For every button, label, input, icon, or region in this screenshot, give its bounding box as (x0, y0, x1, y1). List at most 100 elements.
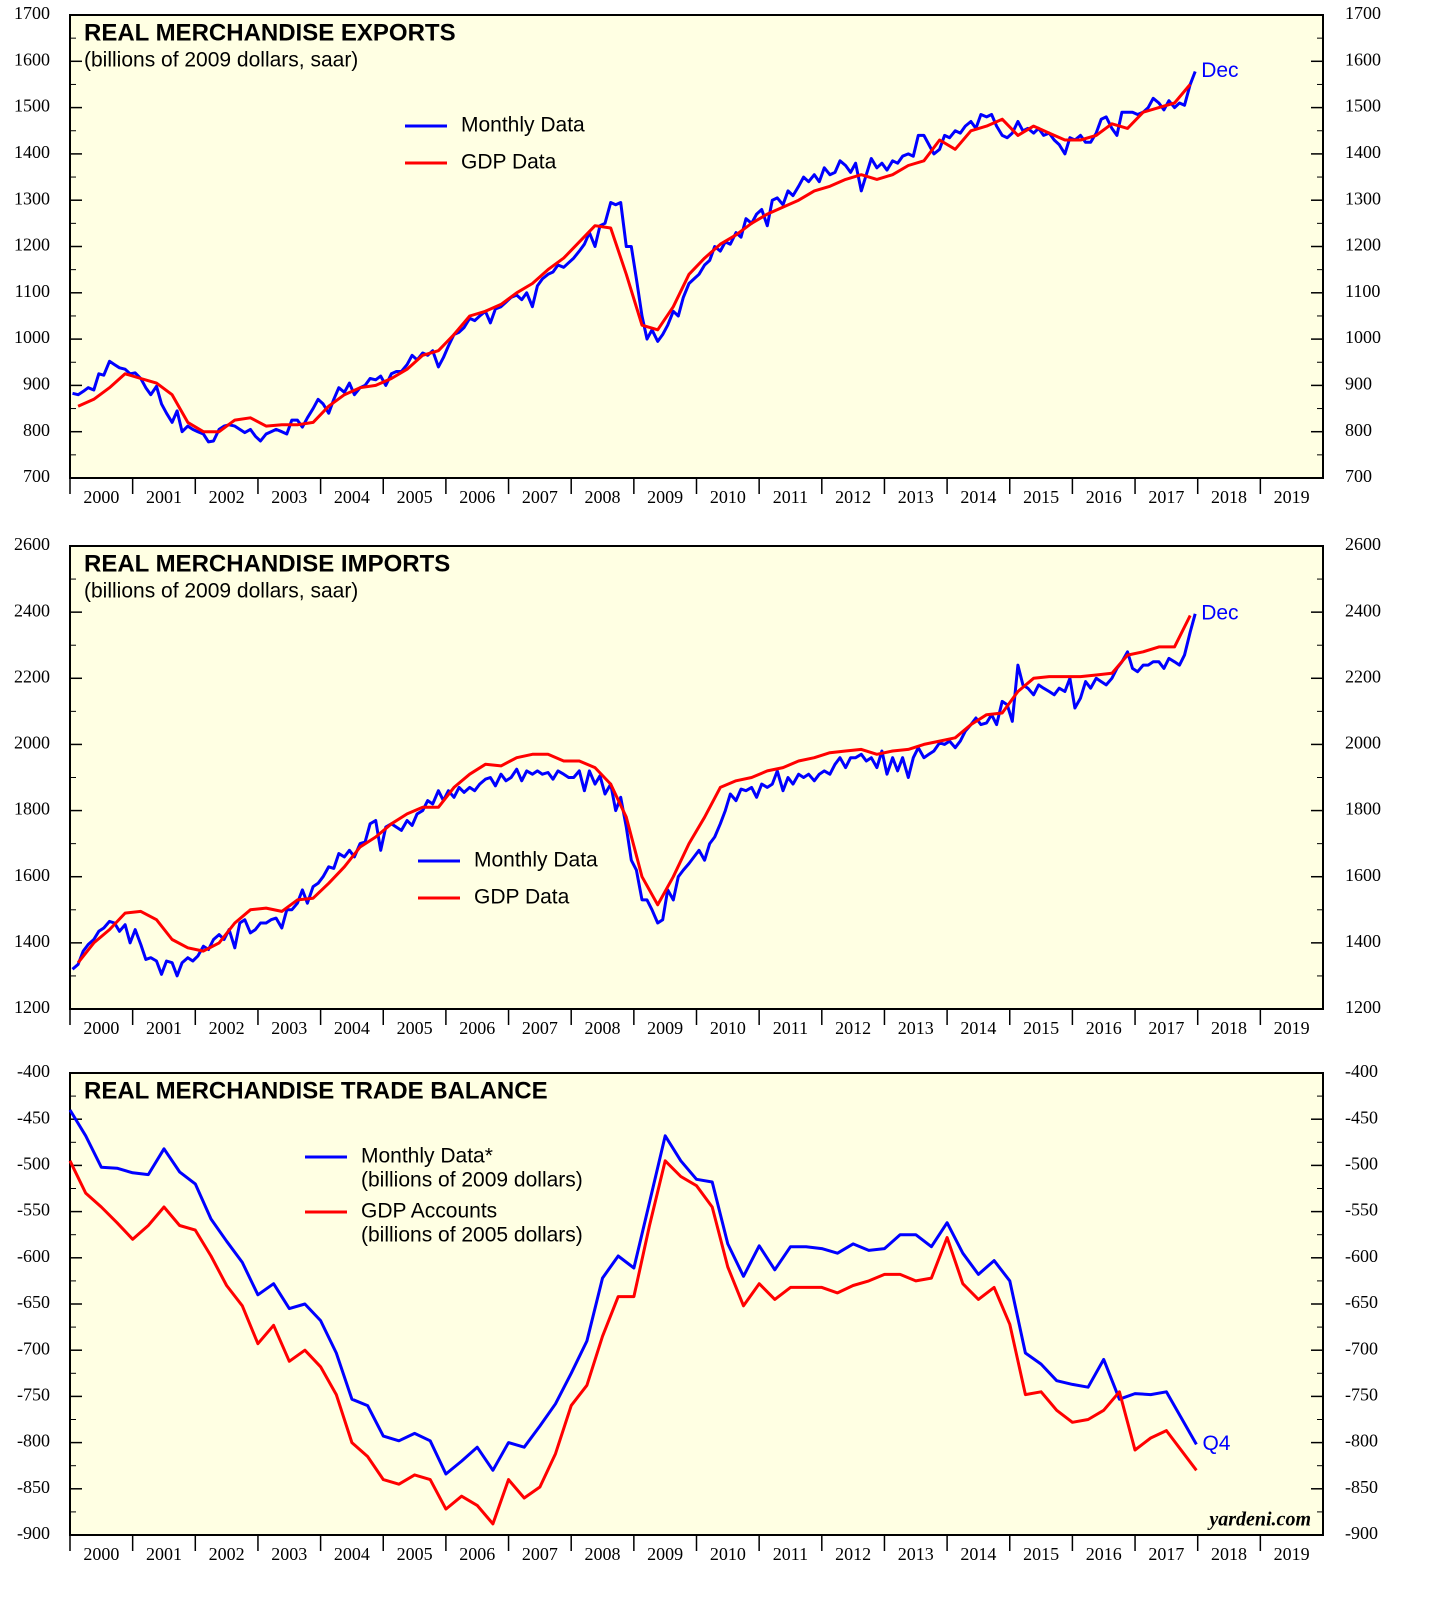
x-tick-label: 2014 (960, 1018, 996, 1038)
y-tick-label: 900 (23, 374, 50, 394)
y-tick-label-right: 1600 (1345, 49, 1381, 69)
y-tick-label: 1800 (14, 799, 50, 819)
x-tick-label: 2002 (209, 1018, 245, 1038)
data-line (68, 1159, 1198, 1526)
x-tick-label: 2016 (1086, 1018, 1122, 1038)
x-tick-label: 2002 (209, 1544, 245, 1564)
x-tick-label: 2015 (1023, 1018, 1059, 1038)
y-tick-label: 2600 (14, 534, 50, 554)
x-tick-label: 2003 (271, 1018, 307, 1038)
x-tick-label: 2017 (1148, 1544, 1184, 1564)
y-tick-label: -850 (17, 1477, 50, 1497)
x-tick-label: 2009 (647, 1544, 683, 1564)
chart-title: REAL MERCHANDISE IMPORTS (84, 550, 450, 577)
x-tick-label: 2012 (835, 1544, 871, 1564)
y-tick-label: 1200 (14, 997, 50, 1017)
y-tick-label-right: -750 (1345, 1385, 1378, 1405)
y-tick-label-right: 1200 (1345, 997, 1381, 1017)
y-tick-label-right: 1400 (1345, 142, 1381, 162)
y-tick-label: 1700 (14, 3, 50, 23)
x-tick-label: 2019 (1274, 1018, 1310, 1038)
chart-subtitle: (billions of 2009 dollars, saar) (84, 580, 358, 603)
x-tick-label: 2001 (146, 1018, 182, 1038)
y-tick-label-right: 1800 (1345, 799, 1381, 819)
plot-area (69, 14, 1324, 479)
y-tick-label-right: -500 (1345, 1154, 1378, 1174)
data-line (68, 1109, 1198, 1476)
y-tick-label: 1400 (14, 931, 50, 951)
x-tick-label: 2012 (835, 1018, 871, 1038)
y-tick-label: 1400 (14, 142, 50, 162)
y-tick-label: -500 (17, 1154, 50, 1174)
y-tick-label: 2000 (14, 733, 50, 753)
legend-label: Monthly Data* (361, 1145, 493, 1168)
legend-label: GDP Data (474, 886, 570, 909)
x-tick-label: 2001 (146, 1544, 182, 1564)
y-tick-label: -900 (17, 1523, 50, 1543)
end-label: Dec (1201, 59, 1238, 82)
x-tick-label: 2007 (522, 487, 558, 507)
x-tick-label: 2014 (960, 487, 996, 507)
y-tick-label-right: 1300 (1345, 188, 1381, 208)
x-tick-label: 2011 (773, 487, 808, 507)
y-tick-label: -700 (17, 1338, 50, 1358)
x-tick-label: 2006 (459, 1544, 495, 1564)
x-tick-label: 2011 (773, 1544, 808, 1564)
y-tick-label-right: -400 (1345, 1061, 1378, 1081)
x-tick-label: 2013 (898, 1544, 934, 1564)
x-tick-label: 2008 (585, 487, 621, 507)
y-tick-label: 1600 (14, 865, 50, 885)
x-tick-label: 2006 (459, 487, 495, 507)
y-tick-label-right: -550 (1345, 1200, 1378, 1220)
plot-area (69, 1072, 1324, 1536)
x-tick-label: 2005 (397, 487, 433, 507)
y-tick-label-right: 2200 (1345, 666, 1381, 686)
legend-label: GDP Accounts (361, 1200, 497, 1223)
x-tick-label: 2018 (1211, 1018, 1247, 1038)
y-tick-label-right: -450 (1345, 1107, 1378, 1127)
plot-area (69, 545, 1324, 1010)
x-tick-label: 2010 (710, 487, 746, 507)
y-tick-label: 2400 (14, 600, 50, 620)
x-tick-label: 2016 (1086, 1544, 1122, 1564)
y-tick-label-right: 1100 (1345, 281, 1380, 301)
chart-title: REAL MERCHANDISE TRADE BALANCE (84, 1077, 548, 1104)
y-tick-label-right: -900 (1345, 1523, 1378, 1543)
x-tick-label: 2013 (898, 1018, 934, 1038)
x-tick-label: 2001 (146, 487, 182, 507)
data-line (72, 70, 1197, 444)
x-tick-label: 2015 (1023, 487, 1059, 507)
y-tick-label: -750 (17, 1385, 50, 1405)
y-tick-label-right: 900 (1345, 374, 1372, 394)
x-tick-label: 2017 (1148, 1018, 1184, 1038)
y-tick-label: 700 (23, 466, 50, 486)
x-tick-label: 2008 (585, 1544, 621, 1564)
y-tick-label: -650 (17, 1292, 50, 1312)
chart-title: REAL MERCHANDISE EXPORTS (84, 19, 456, 46)
y-tick-label-right: -700 (1345, 1338, 1378, 1358)
y-tick-label-right: 1700 (1345, 3, 1381, 23)
legend-label: Monthly Data (461, 114, 585, 137)
x-tick-label: 2004 (334, 1018, 370, 1038)
y-tick-label-right: -850 (1345, 1477, 1378, 1497)
y-tick-label: -450 (17, 1107, 50, 1127)
x-tick-label: 2018 (1211, 1544, 1247, 1564)
x-tick-label: 2014 (960, 1544, 996, 1564)
y-tick-label: 1300 (14, 188, 50, 208)
x-tick-label: 2017 (1148, 487, 1184, 507)
y-tick-label-right: -650 (1345, 1292, 1378, 1312)
y-tick-label: 1100 (15, 281, 50, 301)
x-tick-label: 2000 (83, 1544, 119, 1564)
y-tick-label: 2200 (14, 666, 50, 686)
x-tick-label: 2018 (1211, 487, 1247, 507)
y-tick-label-right: 1500 (1345, 96, 1381, 116)
x-tick-label: 2009 (647, 1018, 683, 1038)
y-tick-label-right: 800 (1345, 420, 1372, 440)
y-tick-label-right: 2600 (1345, 534, 1381, 554)
x-tick-label: 2005 (397, 1018, 433, 1038)
x-tick-label: 2007 (522, 1544, 558, 1564)
end-label: Q4 (1202, 1432, 1230, 1455)
y-tick-label: 1500 (14, 96, 50, 116)
